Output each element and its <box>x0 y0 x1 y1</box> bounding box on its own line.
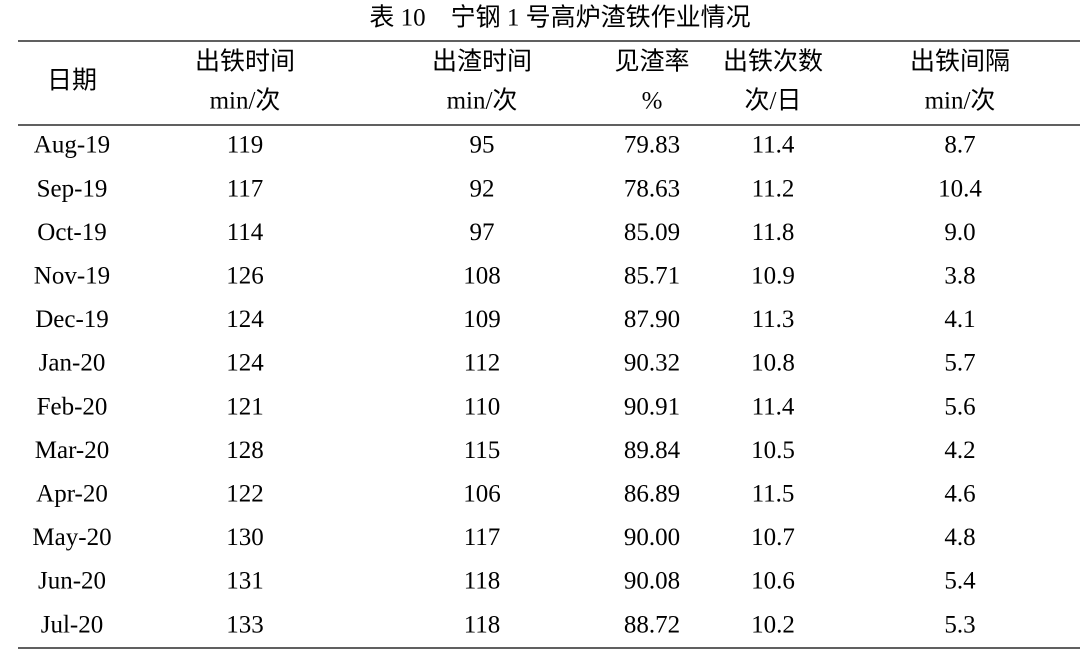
cell: 114 <box>227 219 264 246</box>
cell: 117 <box>464 524 501 551</box>
header-cell: 见渣率 <box>614 48 689 76</box>
cell: Aug-19 <box>34 132 110 159</box>
header-cell: 次/日 <box>745 87 802 115</box>
cell: May-20 <box>32 524 111 551</box>
cell: 11.4 <box>752 393 795 420</box>
header-cell: 日期 <box>47 68 97 95</box>
cell: 11.3 <box>752 306 795 333</box>
cell: 88.72 <box>624 611 680 638</box>
cell: 126 <box>226 263 264 290</box>
cell: 124 <box>226 306 264 333</box>
cell: 11.2 <box>752 175 795 202</box>
cell: 131 <box>226 568 264 595</box>
cell: 5.3 <box>944 611 975 638</box>
cell: 124 <box>226 350 264 377</box>
cell: 10.9 <box>751 263 795 290</box>
cell: 128 <box>226 437 264 464</box>
cell: 10.8 <box>751 350 795 377</box>
cell: 4.8 <box>944 524 975 551</box>
cell: Feb-20 <box>37 393 108 420</box>
cell: 4.1 <box>944 306 975 333</box>
cell: 97 <box>470 219 495 246</box>
cell: 10.6 <box>751 568 795 595</box>
cell: 95 <box>470 132 495 159</box>
table-title: 表 10 宁钢 1 号高炉渣铁作业情况 <box>369 4 750 32</box>
header-cell: min/次 <box>210 87 281 115</box>
cell: 4.6 <box>944 481 975 508</box>
cell: 118 <box>464 568 501 595</box>
cell: 87.90 <box>624 306 680 333</box>
cell: 133 <box>226 611 264 638</box>
cell: Oct-19 <box>37 219 106 246</box>
cell: Jan-20 <box>39 350 106 377</box>
cell: 79.83 <box>624 132 680 159</box>
header-cell: % <box>642 88 663 115</box>
cell: 106 <box>463 481 501 508</box>
cell: 115 <box>464 437 501 464</box>
cell: Sep-19 <box>37 175 108 202</box>
cell: 119 <box>227 132 264 159</box>
cell: 78.63 <box>624 175 680 202</box>
cell: Jul-20 <box>41 611 104 638</box>
header-cell: 出铁次数 <box>723 48 823 76</box>
cell: 130 <box>226 524 264 551</box>
cell: Mar-20 <box>35 437 109 464</box>
cell: 90.00 <box>624 524 680 551</box>
header-cell: 出铁时间 <box>195 48 295 76</box>
cell: 112 <box>464 350 501 377</box>
cell: 10.7 <box>751 524 795 551</box>
cell: 85.71 <box>624 263 680 290</box>
cell: 89.84 <box>624 437 681 464</box>
cell: 117 <box>227 175 264 202</box>
cell: 5.4 <box>944 568 976 595</box>
cell: 10.5 <box>751 437 795 464</box>
cell: 92 <box>470 175 495 202</box>
cell: 10.4 <box>938 175 982 202</box>
cell: Dec-19 <box>35 306 109 333</box>
cell: 85.09 <box>624 219 680 246</box>
cell: 11.4 <box>752 132 795 159</box>
cell: 5.6 <box>944 393 975 420</box>
cell: 5.7 <box>944 350 975 377</box>
cell: 8.7 <box>944 132 975 159</box>
cell: 90.08 <box>624 568 680 595</box>
cell: Apr-20 <box>36 481 108 508</box>
cell: 4.2 <box>944 437 975 464</box>
cell: 90.91 <box>624 393 680 420</box>
header-cell: 出渣时间 <box>432 48 532 76</box>
cell: 121 <box>226 393 264 420</box>
cell: Nov-19 <box>34 263 110 290</box>
cell: Jun-20 <box>38 568 106 595</box>
cell: 10.2 <box>751 611 795 638</box>
cell: 11.5 <box>752 481 795 508</box>
cell: 90.32 <box>624 350 680 377</box>
cell: 118 <box>464 611 501 638</box>
cell: 3.8 <box>944 263 975 290</box>
cell: 110 <box>464 393 501 420</box>
header-cell: min/次 <box>925 87 996 115</box>
cell: 11.8 <box>752 219 795 246</box>
cell: 109 <box>463 306 501 333</box>
header-cell: 出铁间隔 <box>910 48 1010 76</box>
cell: 108 <box>463 263 501 290</box>
cell: 122 <box>226 481 264 508</box>
cell: 86.89 <box>624 481 680 508</box>
header-cell: min/次 <box>447 87 518 115</box>
cell: 9.0 <box>944 219 975 246</box>
